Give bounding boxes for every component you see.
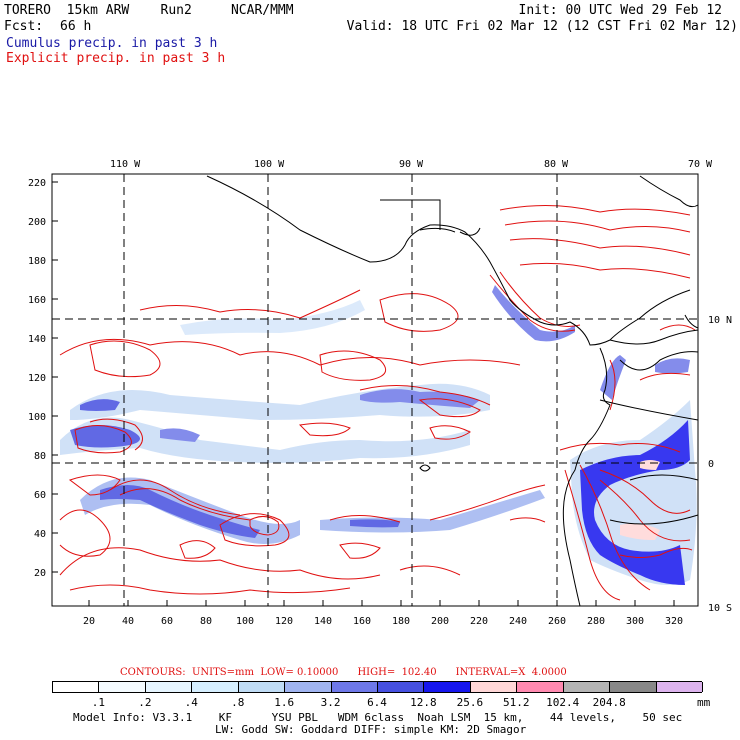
top-axis-label: 70 W	[688, 159, 713, 170]
left-axis-label: 180	[28, 256, 46, 267]
colorbar-tick-label: 1.6	[274, 696, 295, 709]
bottom-axis-label: 40	[122, 616, 134, 627]
right-axis-label: 10 S	[708, 603, 732, 614]
colorbar-unit: mm	[697, 696, 711, 709]
top-axis-label: 110 W	[110, 159, 141, 170]
init-time: Init: 00 UTC Wed 29 Feb 12	[518, 3, 723, 18]
bottom-axis-label: 100	[236, 616, 254, 627]
left-axis-label: 200	[28, 217, 46, 228]
left-axis-label: 20	[34, 568, 46, 579]
colorbar-swatch	[285, 682, 332, 692]
colorbar-tick-label: .4	[184, 696, 198, 709]
lat-lon-grid	[52, 174, 698, 606]
bottom-axis-label: 200	[431, 616, 449, 627]
bottom-axis-label: 140	[314, 616, 332, 627]
colorbar-swatch	[563, 682, 611, 692]
legend-explicit: Explicit precip. in past 3 h	[6, 51, 226, 66]
colorbar-tick-label: 25.6	[456, 696, 484, 709]
right-axis-label: 10 N	[708, 315, 732, 326]
colorbar-tick-label: 3.2	[320, 696, 341, 709]
colorbar-tick-label: 102.4	[546, 696, 580, 709]
colorbar	[52, 681, 703, 693]
colorbar-tick-label: .8	[231, 696, 245, 709]
bottom-axis-label: 20	[83, 616, 95, 627]
colorbar-swatch	[53, 682, 100, 692]
right-axis-label: 0	[708, 459, 714, 470]
colorbar-swatch	[145, 682, 193, 692]
bottom-axis-label: 300	[626, 616, 644, 627]
axis-ticks	[52, 181, 675, 606]
colorbar-tick-label: 6.4	[367, 696, 387, 709]
colorbar-tick-label: .2	[138, 696, 152, 709]
bottom-axis-label: 80	[200, 616, 212, 627]
left-axis-label: 220	[28, 178, 46, 189]
colorbar-swatch	[331, 682, 378, 692]
left-axis-label: 40	[34, 529, 46, 540]
bottom-axis-label: 120	[275, 616, 293, 627]
colorbar-swatch	[656, 682, 703, 692]
left-axis-label: 120	[28, 373, 46, 384]
colorbar-swatch	[99, 682, 146, 692]
colorbar-swatch	[192, 682, 239, 692]
colorbar-swatch	[238, 682, 286, 692]
bottom-axis-label: 180	[392, 616, 410, 627]
colorbar-swatch	[610, 682, 657, 692]
colorbar-swatch	[378, 682, 425, 692]
left-axis-label: 80	[34, 451, 46, 462]
colorbar-swatch	[470, 682, 518, 692]
model-physics: LW: Godd SW: Goddard DIFF: simple KM: 2D…	[215, 723, 527, 736]
model-title: TORERO 15km ARW Run2 NCAR/MMM	[4, 3, 294, 18]
colorbar-swatch	[517, 682, 564, 692]
bottom-axis-label: 320	[665, 616, 683, 627]
bottom-axis-label: 260	[548, 616, 566, 627]
forecast-hour: 66 h	[60, 19, 92, 34]
bottom-axis-label: 160	[353, 616, 371, 627]
bottom-axis-label: 60	[161, 616, 173, 627]
forecast-label: Fcst:	[4, 19, 44, 34]
bottom-axis-label: 240	[509, 616, 527, 627]
coastlines	[206, 175, 699, 607]
legend-cumulus: Cumulus precip. in past 3 h	[6, 36, 218, 51]
model-info: Model Info: V3.3.1 KF YSU PBL WDM 6class…	[73, 711, 683, 724]
top-axis-label: 90 W	[399, 159, 424, 170]
colorbar-swatch	[424, 682, 471, 692]
colorbar-tick-label: 12.8	[410, 696, 437, 709]
colorbar-tick-label: .1	[91, 696, 106, 709]
valid-time: Valid: 18 UTC Fri 02 Mar 12 (12 CST Fri …	[346, 19, 738, 34]
bottom-axis-label: 220	[470, 616, 488, 627]
left-axis-label: 160	[28, 295, 46, 306]
left-axis-label: 140	[28, 334, 46, 345]
explicit-precip-contours	[59, 204, 696, 601]
top-axis-label: 100 W	[254, 159, 285, 170]
colorbar-tick-label: 204.8	[592, 696, 626, 709]
top-axis-label: 80 W	[544, 159, 569, 170]
left-axis-label: 100	[28, 412, 46, 423]
colorbar-tick-label: 51.2	[503, 696, 530, 709]
contours-info: CONTOURS: UNITS=mm LOW= 0.10000 HIGH= 10…	[120, 667, 567, 678]
left-axis-label: 60	[34, 490, 46, 501]
bottom-axis-label: 280	[587, 616, 605, 627]
